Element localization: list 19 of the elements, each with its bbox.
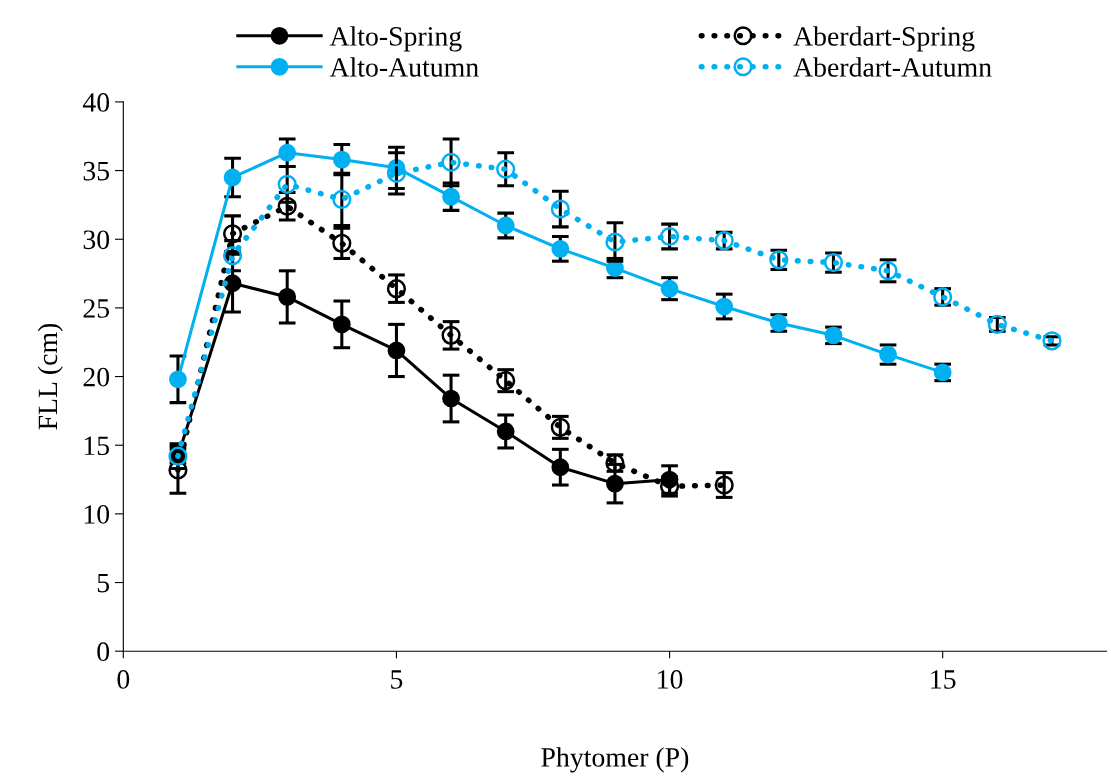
x-tick-label: 15 — [931, 670, 956, 689]
legend-label: Alto-Spring — [329, 26, 462, 52]
y-tick-label: 15 — [84, 436, 110, 456]
y-axis-title: FLL (cm) — [37, 323, 63, 430]
y-tick-label: 35 — [83, 161, 110, 181]
y-tick-label: 40 — [82, 93, 110, 112]
x-tick-label: 0 — [117, 670, 130, 689]
legend-label: Alto-Autumn — [329, 57, 479, 77]
legend-label: Aberdart-Spring — [793, 26, 975, 52]
legend-label: Aberdart-Autumn — [793, 57, 992, 77]
y-tick-label: 30 — [83, 230, 110, 250]
y-tick-label: 20 — [83, 367, 110, 387]
x-tick-label: 5 — [391, 670, 403, 689]
y-tick-label: 5 — [97, 573, 110, 593]
y-tick-label: 25 — [83, 299, 110, 318]
x-axis-title: Phytomer (P) — [541, 747, 689, 773]
y-tick-label: 10 — [84, 505, 110, 524]
x-tick-label: 10 — [658, 670, 683, 689]
y-tick-label: 0 — [97, 642, 110, 662]
